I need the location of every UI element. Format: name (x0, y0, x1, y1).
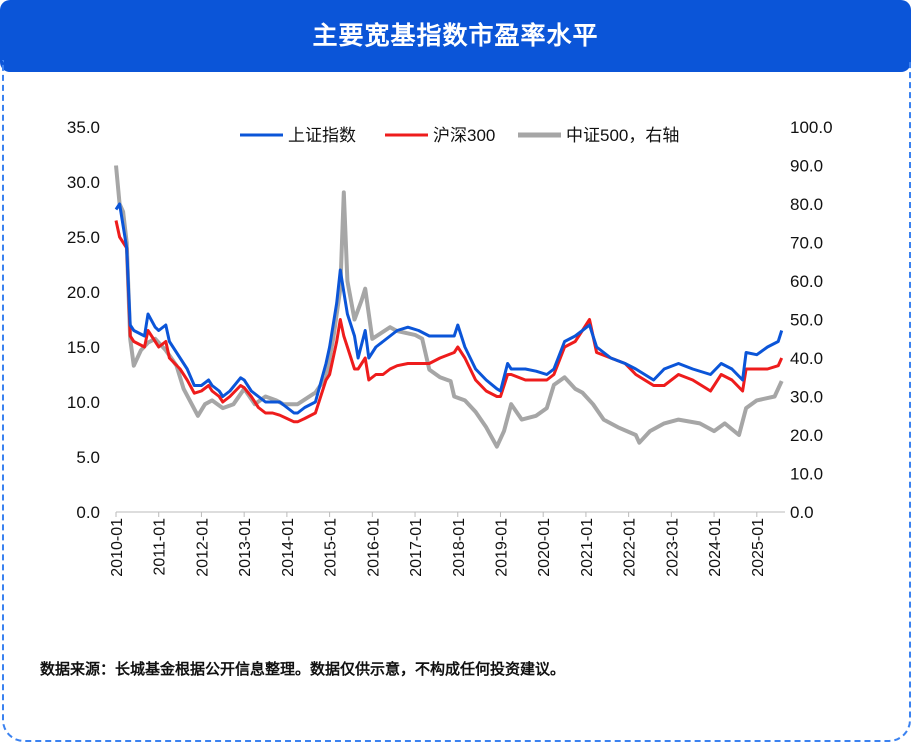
x-tick-label: 2025-01 (750, 518, 767, 577)
x-tick-label: 2018-01 (451, 518, 468, 577)
x-tick-label: 2017-01 (408, 518, 425, 577)
y-right-tick-label: 40.0 (790, 349, 823, 368)
header-bar: 主要宽基指数市盈率水平 (0, 0, 911, 72)
x-tick-label: 2024-01 (707, 518, 724, 577)
legend-label-1: 沪深300 (433, 126, 495, 145)
y-right-tick-label: 60.0 (790, 272, 823, 291)
source-note: 数据来源：长城基金根据公开信息整理。数据仅供示意，不构成任何投资建议。 (40, 660, 566, 678)
legend-label-0: 上证指数 (288, 126, 356, 145)
y-right-tick-label: 20.0 (790, 426, 823, 445)
x-tick-label: 2023-01 (664, 518, 681, 577)
x-tick-label: 2022-01 (622, 518, 639, 577)
dashed-border (2, 60, 911, 742)
y-right-tick-label: 90.0 (790, 157, 823, 176)
x-tick-label: 2019-01 (493, 518, 510, 577)
x-tick-label: 2011-01 (152, 518, 169, 576)
y-right-tick-label: 10.0 (790, 465, 823, 484)
x-tick-label: 2012-01 (194, 518, 211, 577)
x-tick-label: 2016-01 (365, 518, 382, 577)
y-left-tick-label: 20.0 (67, 283, 100, 302)
series-line-1 (114, 220, 784, 424)
y-right-tick-label: 70.0 (790, 234, 823, 253)
y-left-tick-label: 25.0 (67, 228, 100, 247)
y-left-tick-label: 15.0 (67, 338, 100, 357)
y-right-tick-label: 80.0 (790, 195, 823, 214)
y-left-tick-label: 5.0 (76, 448, 100, 467)
x-tick-label: 2014-01 (280, 518, 297, 577)
y-right-tick-label: 30.0 (790, 388, 823, 407)
y-right-tick-label: 100.0 (790, 118, 833, 137)
y-left-tick-label: 35.0 (67, 118, 100, 137)
x-tick-label: 2015-01 (323, 518, 340, 577)
legend-label-2: 中证500，右轴 (566, 126, 679, 145)
x-tick-label: 2010-01 (109, 518, 126, 577)
y-left-tick-label: 30.0 (67, 173, 100, 192)
y-right-tick-label: 0.0 (790, 503, 814, 522)
x-tick-label: 2021-01 (579, 518, 596, 577)
series-line-0 (114, 202, 784, 415)
series-line-2 (114, 165, 784, 449)
y-left-tick-label: 10.0 (67, 393, 100, 412)
x-tick-label: 2013-01 (237, 518, 254, 577)
y-left-tick-label: 0.0 (76, 503, 100, 522)
y-right-tick-label: 50.0 (790, 311, 823, 330)
x-tick-label: 2020-01 (536, 518, 553, 577)
chart-title: 主要宽基指数市盈率水平 (312, 21, 599, 50)
